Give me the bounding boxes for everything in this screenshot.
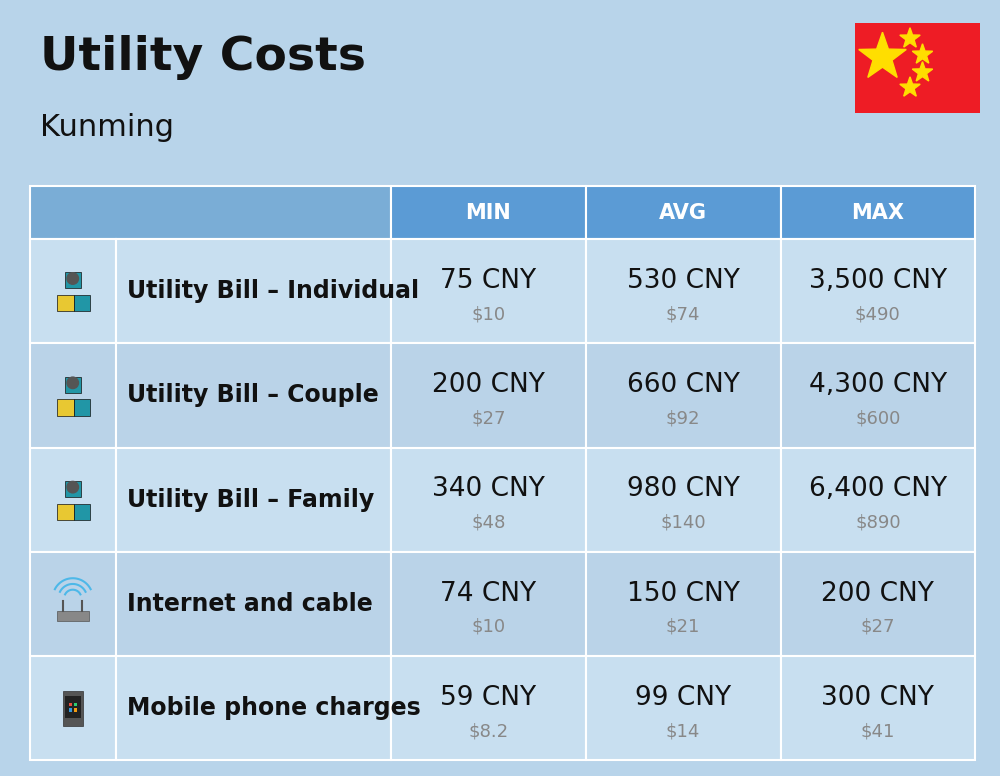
Bar [74,504,90,520]
Circle shape [67,377,78,389]
Polygon shape [859,32,906,78]
Text: $10: $10 [471,305,505,323]
Text: $92: $92 [666,410,700,428]
Bar [116,552,391,656]
Text: $41: $41 [861,722,895,740]
Bar [780,186,975,239]
Text: 99 CNY: 99 CNY [635,685,731,711]
Bar [391,186,586,239]
Bar [74,400,90,415]
Bar [57,400,74,415]
Text: Utility Bill – Couple: Utility Bill – Couple [127,383,378,407]
Bar [586,656,780,760]
Text: $8.2: $8.2 [468,722,508,740]
Polygon shape [912,61,933,81]
Bar [391,552,586,656]
Bar [30,656,116,760]
Bar [586,186,780,239]
Bar [74,708,77,712]
Bar [30,186,391,239]
Text: $600: $600 [855,410,901,428]
Text: $21: $21 [666,618,700,636]
Text: $74: $74 [666,305,700,323]
Bar [116,448,391,552]
Bar [855,23,980,113]
Text: 660 CNY: 660 CNY [627,372,740,398]
Text: Internet and cable: Internet and cable [127,592,372,616]
Bar [116,239,391,343]
Bar [116,343,391,448]
Text: $10: $10 [471,618,505,636]
Bar [586,552,780,656]
Text: 74 CNY: 74 CNY [440,580,536,607]
Text: MIN: MIN [466,203,511,223]
Bar [30,343,116,448]
Text: 3,500 CNY: 3,500 CNY [809,268,947,294]
Text: 530 CNY: 530 CNY [627,268,740,294]
Bar [57,611,89,622]
Bar [57,504,74,520]
Text: 150 CNY: 150 CNY [627,580,740,607]
Bar [391,656,586,760]
Text: 4,300 CNY: 4,300 CNY [809,372,947,398]
Bar [65,272,81,289]
Bar [780,448,975,552]
Bar [57,295,74,311]
Polygon shape [900,77,920,96]
Text: AVG: AVG [659,203,707,223]
Text: Utility Bill – Individual: Utility Bill – Individual [127,279,419,303]
Text: 980 CNY: 980 CNY [627,476,740,502]
Text: $890: $890 [855,514,901,532]
Bar [586,239,780,343]
Bar [586,448,780,552]
Text: Utility Costs: Utility Costs [40,35,366,80]
Text: $140: $140 [660,514,706,532]
Text: $27: $27 [861,618,895,636]
Bar [30,552,116,656]
Bar [391,343,586,448]
Bar [391,239,586,343]
Text: Mobile phone charges: Mobile phone charges [127,696,420,720]
Bar [65,696,81,719]
Circle shape [67,481,78,493]
Text: $14: $14 [666,722,700,740]
Text: 75 CNY: 75 CNY [440,268,536,294]
Text: $490: $490 [855,305,901,323]
Bar [780,239,975,343]
Bar [30,239,116,343]
Bar [65,481,81,497]
Text: $48: $48 [471,514,506,532]
Bar [780,343,975,448]
Text: 200 CNY: 200 CNY [821,580,934,607]
Text: MAX: MAX [851,203,904,223]
Bar [74,295,90,311]
Bar [391,448,586,552]
Text: 200 CNY: 200 CNY [432,372,545,398]
Text: 6,400 CNY: 6,400 CNY [809,476,947,502]
Bar [69,702,72,706]
Polygon shape [900,28,920,47]
Bar [780,552,975,656]
Text: Utility Bill – Family: Utility Bill – Family [127,488,374,511]
Circle shape [67,273,78,284]
Text: 59 CNY: 59 CNY [440,685,536,711]
Bar [69,708,72,712]
Bar [30,448,116,552]
Bar [74,702,77,706]
Bar [780,656,975,760]
Polygon shape [912,43,933,63]
Text: 340 CNY: 340 CNY [432,476,545,502]
Bar [116,656,391,760]
Text: Kunming: Kunming [40,113,174,141]
Bar [586,343,780,448]
Bar [63,691,83,726]
Bar [65,376,81,393]
Text: $27: $27 [471,410,506,428]
Text: 300 CNY: 300 CNY [821,685,934,711]
